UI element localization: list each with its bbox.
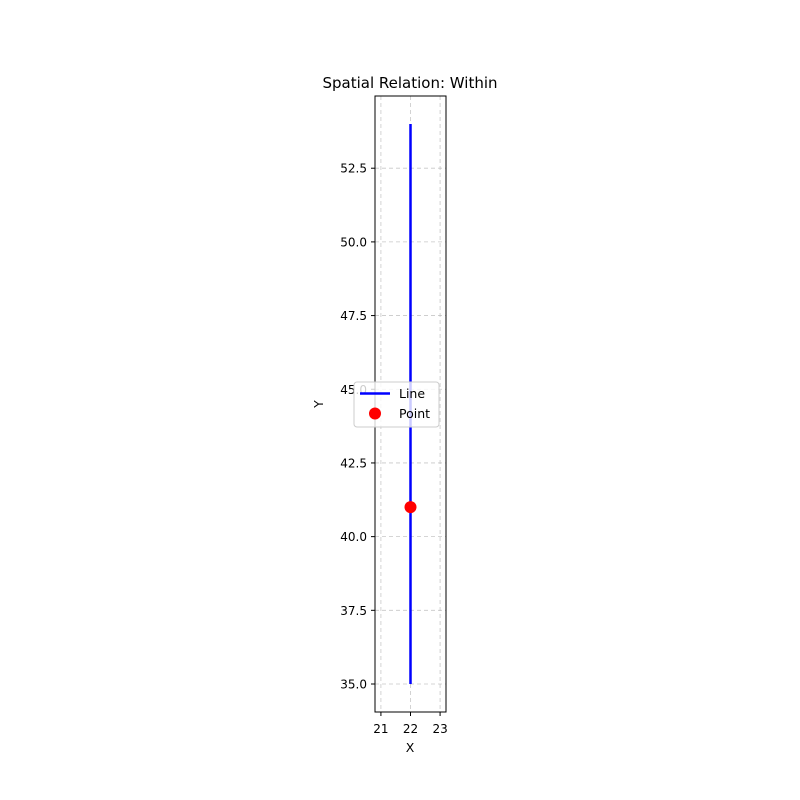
- x-tick-label: 23: [432, 722, 447, 736]
- legend: Line Point: [353, 381, 440, 428]
- legend-label: Point: [399, 406, 430, 421]
- y-axis-label: Y: [311, 400, 326, 409]
- x-axis-label: X: [406, 740, 415, 755]
- x-tick-label: 22: [403, 722, 418, 736]
- y-tick-label: 40.0: [340, 530, 367, 544]
- legend-point-swatch: [369, 407, 381, 420]
- y-tick-label: 50.0: [340, 235, 367, 249]
- y-tick-label: 35.0: [340, 678, 367, 692]
- y-tick-label: 52.5: [340, 162, 367, 176]
- legend-label: Line: [399, 386, 425, 401]
- series-point: [404, 501, 417, 514]
- chart-title: Spatial Relation: Within: [322, 74, 497, 92]
- y-tick-label: 42.5: [340, 456, 367, 470]
- y-tick-label: 37.5: [340, 604, 367, 618]
- y-tick-label: 47.5: [340, 309, 367, 323]
- x-tick-label: 21: [373, 722, 388, 736]
